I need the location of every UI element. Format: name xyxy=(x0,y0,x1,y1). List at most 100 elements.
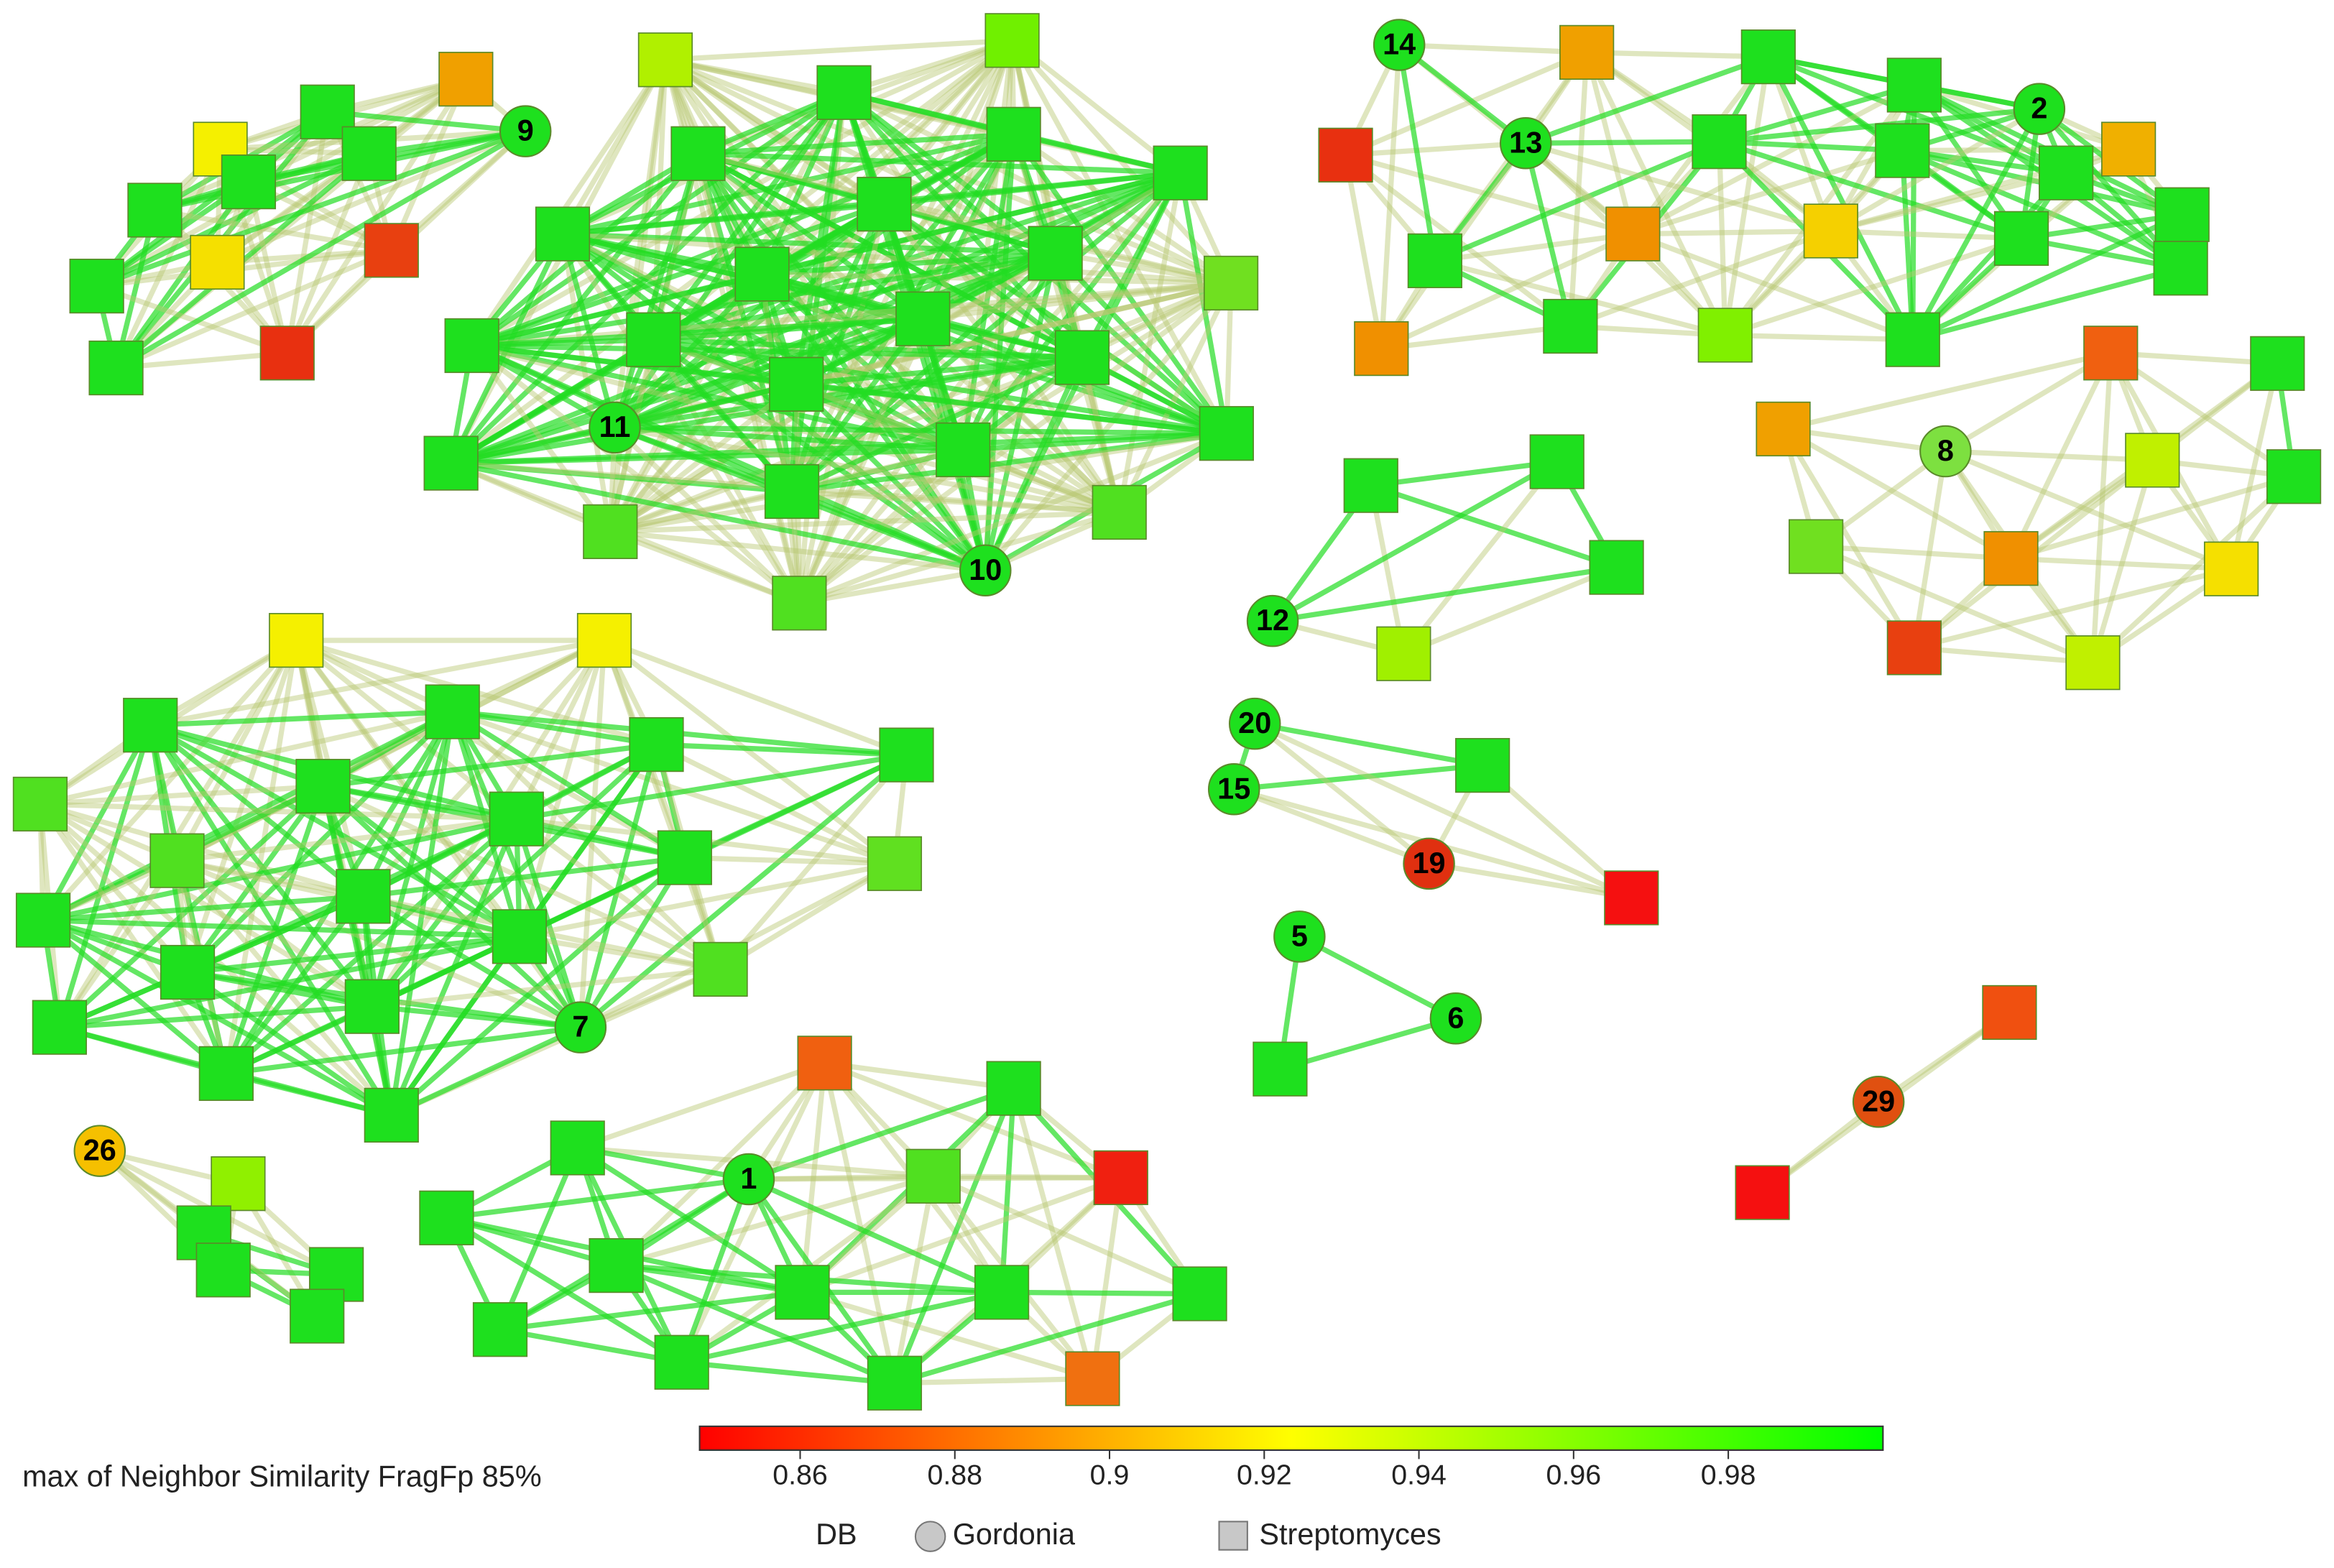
node-square xyxy=(637,32,693,88)
edge xyxy=(187,933,520,975)
colorbar-tick-label: 0.96 xyxy=(1546,1459,1602,1491)
edge xyxy=(471,316,923,349)
edge xyxy=(114,129,527,371)
edge xyxy=(762,250,1056,277)
node-square xyxy=(1455,737,1510,793)
node-square xyxy=(986,1061,1041,1116)
node-square xyxy=(535,206,591,262)
edge xyxy=(562,201,885,237)
edge xyxy=(1911,171,2068,342)
node-square xyxy=(1203,255,1259,311)
node-square xyxy=(1803,203,1858,259)
edge xyxy=(2109,351,2296,479)
edge xyxy=(797,355,1084,606)
node-square xyxy=(1886,57,1942,113)
edge xyxy=(1914,645,2093,665)
edge xyxy=(114,180,251,370)
edge xyxy=(562,132,1015,237)
edge xyxy=(499,1289,803,1332)
node-square xyxy=(857,177,912,232)
node-circle xyxy=(1919,425,1972,478)
edge xyxy=(1055,250,1232,286)
edge xyxy=(446,1176,749,1221)
edge xyxy=(560,58,668,236)
edge xyxy=(177,816,517,864)
edge xyxy=(40,783,323,807)
edge xyxy=(1724,236,2023,338)
edge xyxy=(760,272,988,572)
node-label: 10 xyxy=(969,553,1002,586)
edge xyxy=(1298,934,1457,1021)
node-square xyxy=(1092,484,1147,540)
node-circle xyxy=(1273,910,1326,963)
edge xyxy=(1899,150,1916,340)
node-circle xyxy=(73,1125,126,1177)
node-square xyxy=(772,576,827,631)
edge xyxy=(663,57,886,207)
edge xyxy=(1117,172,1184,513)
node-square xyxy=(867,836,923,891)
edge xyxy=(42,816,517,923)
edge xyxy=(451,460,793,494)
edge xyxy=(601,639,723,971)
edge xyxy=(2090,353,2113,663)
edge xyxy=(327,109,526,134)
edge xyxy=(285,111,331,354)
edge xyxy=(1782,350,2112,432)
edge xyxy=(39,801,374,1009)
edge xyxy=(362,854,686,899)
edge xyxy=(148,723,374,1008)
edge xyxy=(471,280,1232,349)
node-label: 7 xyxy=(572,1010,589,1043)
legend-title: max of Neighbor Similarity FragFp 85% xyxy=(22,1459,542,1493)
node-square xyxy=(2153,241,2208,296)
node-square xyxy=(974,1265,1030,1320)
node-square xyxy=(816,65,872,120)
edge xyxy=(1830,228,2022,241)
node-square xyxy=(1199,406,1254,461)
edge xyxy=(960,134,1017,451)
node-square xyxy=(419,1190,474,1245)
edge xyxy=(149,637,605,728)
edge xyxy=(1402,565,1618,657)
edge xyxy=(797,133,1016,604)
edge xyxy=(38,802,190,974)
node-circle xyxy=(1246,594,1299,647)
edge xyxy=(294,638,519,821)
edge xyxy=(652,337,1120,515)
node-square xyxy=(472,1302,528,1357)
node-square xyxy=(1875,123,1930,178)
node-square xyxy=(1605,206,1661,262)
edge xyxy=(603,637,908,757)
edge xyxy=(223,640,299,1074)
node-square xyxy=(895,291,951,346)
node-square xyxy=(867,1355,923,1411)
node-square xyxy=(1993,211,2049,266)
edge xyxy=(1254,721,1483,768)
edge xyxy=(1053,252,1229,435)
edge xyxy=(96,283,288,356)
edge xyxy=(216,129,527,265)
edge xyxy=(1718,139,2023,241)
edge xyxy=(59,1004,373,1030)
edge xyxy=(798,568,986,606)
node-square xyxy=(1318,127,1373,183)
edge xyxy=(1719,139,1903,154)
edge xyxy=(469,58,668,347)
edge xyxy=(578,752,908,1030)
edge xyxy=(824,1061,1122,1181)
node-label: 2 xyxy=(2031,92,2047,125)
node-square xyxy=(583,504,638,560)
edge xyxy=(576,1060,826,1150)
edge xyxy=(795,382,964,453)
node-square xyxy=(492,909,548,964)
node-square xyxy=(1697,308,1753,363)
edge xyxy=(1344,50,1588,158)
edge xyxy=(470,343,801,606)
edge xyxy=(1253,721,1431,866)
edge xyxy=(40,801,517,822)
node-square xyxy=(198,1046,254,1102)
edge xyxy=(983,281,1233,573)
edge xyxy=(515,816,722,972)
edge xyxy=(652,170,1181,343)
